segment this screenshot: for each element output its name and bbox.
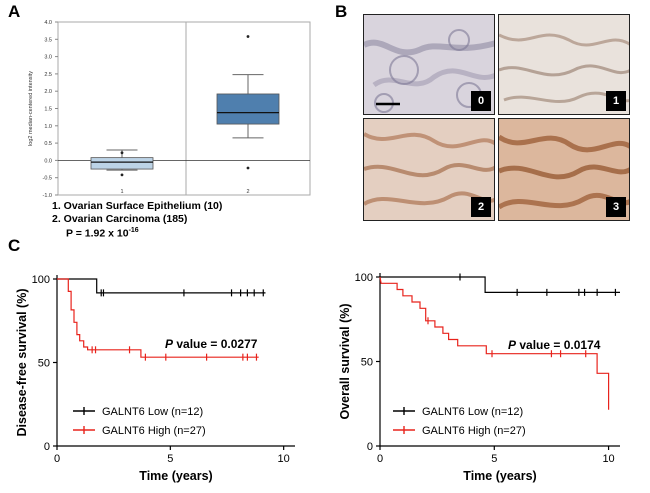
ihc-image-score-0: 0 bbox=[363, 14, 495, 115]
x-tick-label: 5 bbox=[167, 453, 173, 465]
panel-b-label: B bbox=[335, 2, 348, 21]
y-axis-label: Overall survival (%) bbox=[338, 303, 352, 419]
y-tick-label: 4.0 bbox=[44, 20, 52, 26]
box-outlier bbox=[246, 35, 250, 38]
p-symbol: P bbox=[508, 338, 517, 352]
y-tick-label: 3.0 bbox=[44, 55, 52, 61]
boxplot-legend-1: 1. Ovarian Surface Epithelium (10) bbox=[52, 200, 223, 212]
ihc-score-badge: 3 bbox=[606, 197, 626, 217]
ihc-image-score-3: 3 bbox=[498, 118, 630, 221]
y-axis-label: Disease-free survival (%) bbox=[15, 289, 29, 437]
dfs-km-chart: 100 50 00 5 10 Time (years) Disease-free survi… bbox=[15, 274, 295, 483]
y-tick-label: -0.5 bbox=[43, 176, 52, 182]
panel-c-label: C bbox=[8, 236, 21, 255]
legend-low-label: GALNT6 Low (n=12) bbox=[422, 406, 523, 418]
box-outlier bbox=[120, 151, 124, 155]
ihc-image-score-2: 2 bbox=[363, 118, 495, 221]
x-tick-label: 10 bbox=[278, 453, 290, 465]
y-tick-label: 100 bbox=[355, 272, 373, 284]
km-curve-low bbox=[380, 276, 620, 294]
y-tick-label: 1.5 bbox=[44, 107, 52, 113]
x-tick-label: 2 bbox=[246, 189, 249, 195]
y-tick-label: 2.0 bbox=[44, 89, 52, 95]
y-tick-label: 50 bbox=[361, 357, 373, 369]
km-curve-low bbox=[57, 278, 266, 294]
box-outlier bbox=[246, 166, 250, 170]
y-tick-label: 1.0 bbox=[44, 124, 52, 130]
y-tick-label: 0 bbox=[44, 441, 50, 453]
ihc-score-badge: 2 bbox=[471, 197, 491, 217]
y-tick-label: 2.5 bbox=[44, 72, 52, 78]
x-tick-label: 10 bbox=[602, 453, 614, 465]
x-tick-label: 1 bbox=[120, 189, 123, 195]
p-value-text: value = 0.0277 bbox=[173, 337, 258, 351]
p-value-annotation: P value = 0.0174 bbox=[508, 338, 601, 352]
ihc-score-badge: 1 bbox=[606, 91, 626, 111]
boxplot-legend-2: 2. Ovarian Carcinoma (185) bbox=[52, 213, 188, 225]
box-outlier bbox=[120, 173, 124, 177]
km-curve-high bbox=[379, 276, 610, 410]
y-tick-label: 50 bbox=[38, 358, 50, 370]
y-tick-label: 0 bbox=[367, 441, 373, 453]
os-km-chart: 100 50 00 5 10 Time (years) Overall survival (… bbox=[338, 272, 620, 483]
legend-low-label: GALNT6 Low (n=12) bbox=[102, 406, 203, 418]
y-tick-label: 3.5 bbox=[44, 37, 52, 43]
y-tick-label: -1.0 bbox=[43, 193, 52, 199]
km-curve-high bbox=[57, 278, 259, 358]
boxplot-chart: 4.0 3.5 3.0 2.5 2.0 1.5 1.0 0.5 0.0 -0.5 -1.0 log2 … bbox=[28, 20, 311, 199]
x-axis-label: Time (years) bbox=[463, 469, 536, 483]
pvalue-exponent: -16 bbox=[128, 227, 139, 234]
x-axis-label: Time (years) bbox=[139, 469, 212, 483]
x-tick-label: 5 bbox=[491, 453, 497, 465]
ihc-score-badge: 0 bbox=[471, 91, 491, 111]
y-axis-label: log2 median-centered intensity bbox=[28, 71, 34, 146]
p-symbol: P bbox=[165, 337, 174, 351]
p-value-text: value = 0.0174 bbox=[516, 338, 601, 352]
legend-high-label: GALNT6 High (n=27) bbox=[422, 425, 526, 437]
y-tick-label: 0.0 bbox=[44, 158, 52, 164]
y-tick-label: 100 bbox=[32, 274, 50, 286]
x-tick-label: 0 bbox=[377, 453, 383, 465]
x-tick-label: 0 bbox=[54, 453, 60, 465]
legend-high-label: GALNT6 High (n=27) bbox=[102, 425, 206, 437]
ihc-image-score-1: 1 bbox=[498, 14, 630, 115]
boxplot-pvalue: P = 1.92 x 10-16 bbox=[66, 227, 139, 240]
y-tick-label: 0.5 bbox=[44, 141, 52, 147]
box-body bbox=[216, 93, 280, 125]
box-body bbox=[90, 157, 154, 170]
p-value-annotation: P value = 0.0277 bbox=[165, 337, 258, 351]
pvalue-base: P = 1.92 x 10 bbox=[66, 227, 129, 240]
panel-a-label: A bbox=[8, 2, 21, 21]
